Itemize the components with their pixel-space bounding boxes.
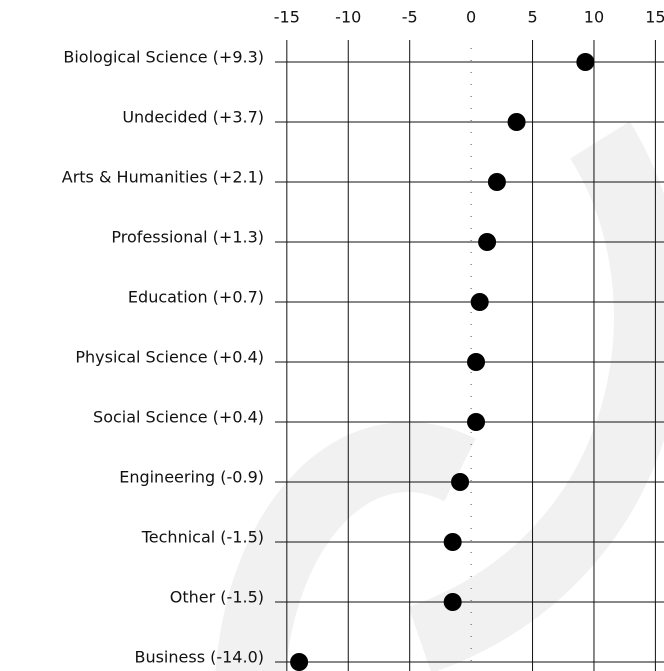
- y-tick-label: Biological Science (+9.3): [63, 48, 264, 67]
- y-tick-label: Business (-14.0): [134, 648, 264, 667]
- watermark: [215, 121, 664, 671]
- x-tick-label: -15: [274, 8, 300, 27]
- dot: [576, 53, 595, 71]
- x-tick-label: 10: [584, 8, 604, 27]
- y-tick-label: Social Science (+0.4): [93, 408, 264, 427]
- y-tick-label: Professional (+1.3): [111, 228, 264, 247]
- dot: [451, 473, 470, 491]
- y-tick-label: Physical Science (+0.4): [75, 348, 264, 367]
- dot: [290, 653, 309, 671]
- dot: [507, 113, 526, 131]
- y-tick-label: Other (-1.5): [170, 588, 264, 607]
- dot: [478, 233, 497, 251]
- dot: [443, 593, 462, 611]
- x-tick-label: 0: [466, 8, 476, 27]
- y-tick-label: Technical (-1.5): [141, 528, 264, 547]
- dot: [470, 293, 489, 311]
- y-tick-label: Engineering (-0.9): [119, 468, 264, 487]
- x-tick-label: -5: [402, 8, 418, 27]
- dot: [467, 413, 486, 431]
- dot: [443, 533, 462, 551]
- y-tick-label: Education (+0.7): [128, 288, 264, 307]
- y-tick-label: Undecided (+3.7): [122, 108, 264, 127]
- dot: [487, 173, 506, 191]
- x-tick-label: 5: [527, 8, 537, 27]
- y-tick-label: Arts & Humanities (+2.1): [62, 168, 264, 187]
- x-tick-label: 15: [645, 8, 664, 27]
- dot: [467, 353, 486, 371]
- x-tick-label: -10: [335, 8, 361, 27]
